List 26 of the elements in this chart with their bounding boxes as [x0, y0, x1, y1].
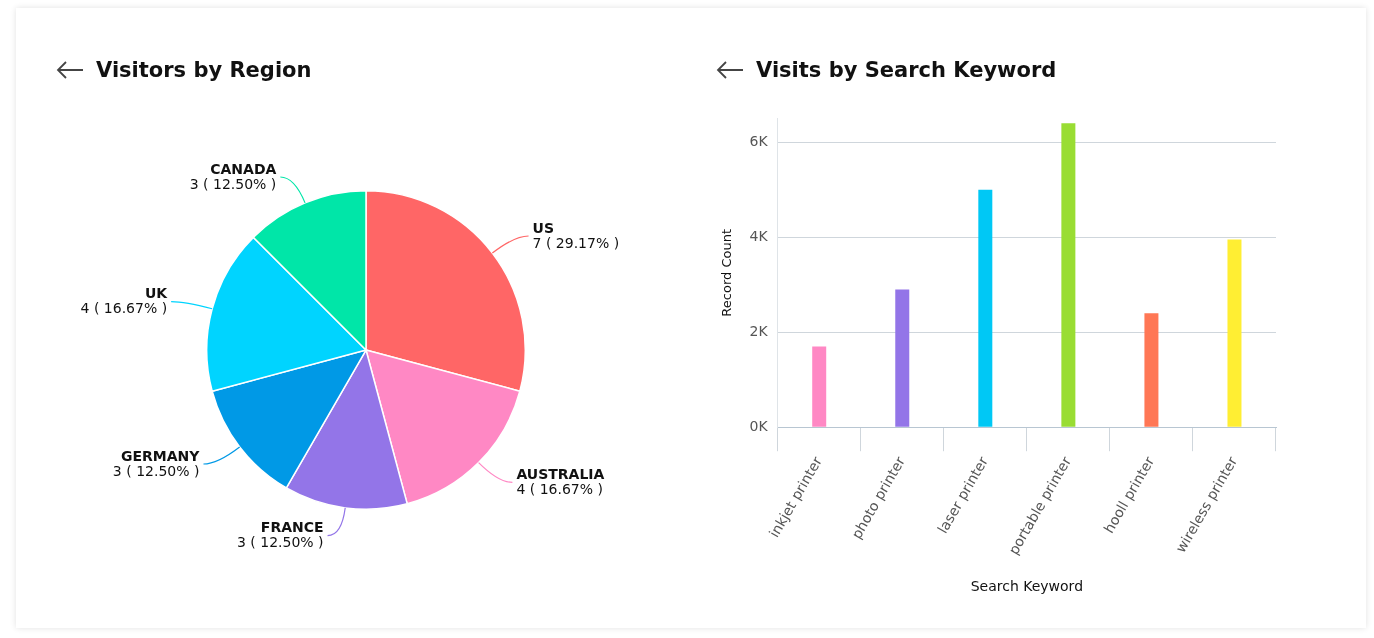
chart-title: Visits by Search Keyword [756, 58, 1057, 82]
bar [895, 289, 910, 427]
data-label: 3 ( 12.50% ) [236, 534, 324, 551]
data-label: 4 ( 16.67% ) [80, 300, 168, 317]
y-axis-title: Record Count [719, 228, 735, 317]
data-label: 7 ( 29.17% ) [532, 234, 620, 251]
bar [1227, 239, 1242, 427]
data-label: 3 ( 12.50% ) [112, 462, 200, 479]
bar [1061, 123, 1076, 427]
y-tick-label: 4K [749, 227, 769, 244]
slice-label: US [532, 219, 555, 236]
y-tick-label: 2K [749, 322, 769, 339]
slice-label: UK [144, 285, 169, 302]
chart-title: Visitors by Region [96, 58, 312, 82]
bar [1144, 313, 1159, 427]
slice-label: AUSTRALIA [516, 466, 605, 483]
bar [812, 346, 827, 427]
slice-label: CANADA [210, 160, 277, 177]
data-label: 4 ( 16.67% ) [516, 481, 603, 498]
bar [978, 189, 993, 427]
x-axis-title: Search Keyword [970, 578, 1084, 595]
slice-label: GERMANY [120, 447, 201, 464]
slice-label: FRANCE [260, 519, 324, 536]
y-tick-label: 6K [749, 132, 769, 149]
y-tick-label: 0K [749, 417, 769, 434]
data-label: 3 ( 12.50% ) [189, 175, 277, 192]
